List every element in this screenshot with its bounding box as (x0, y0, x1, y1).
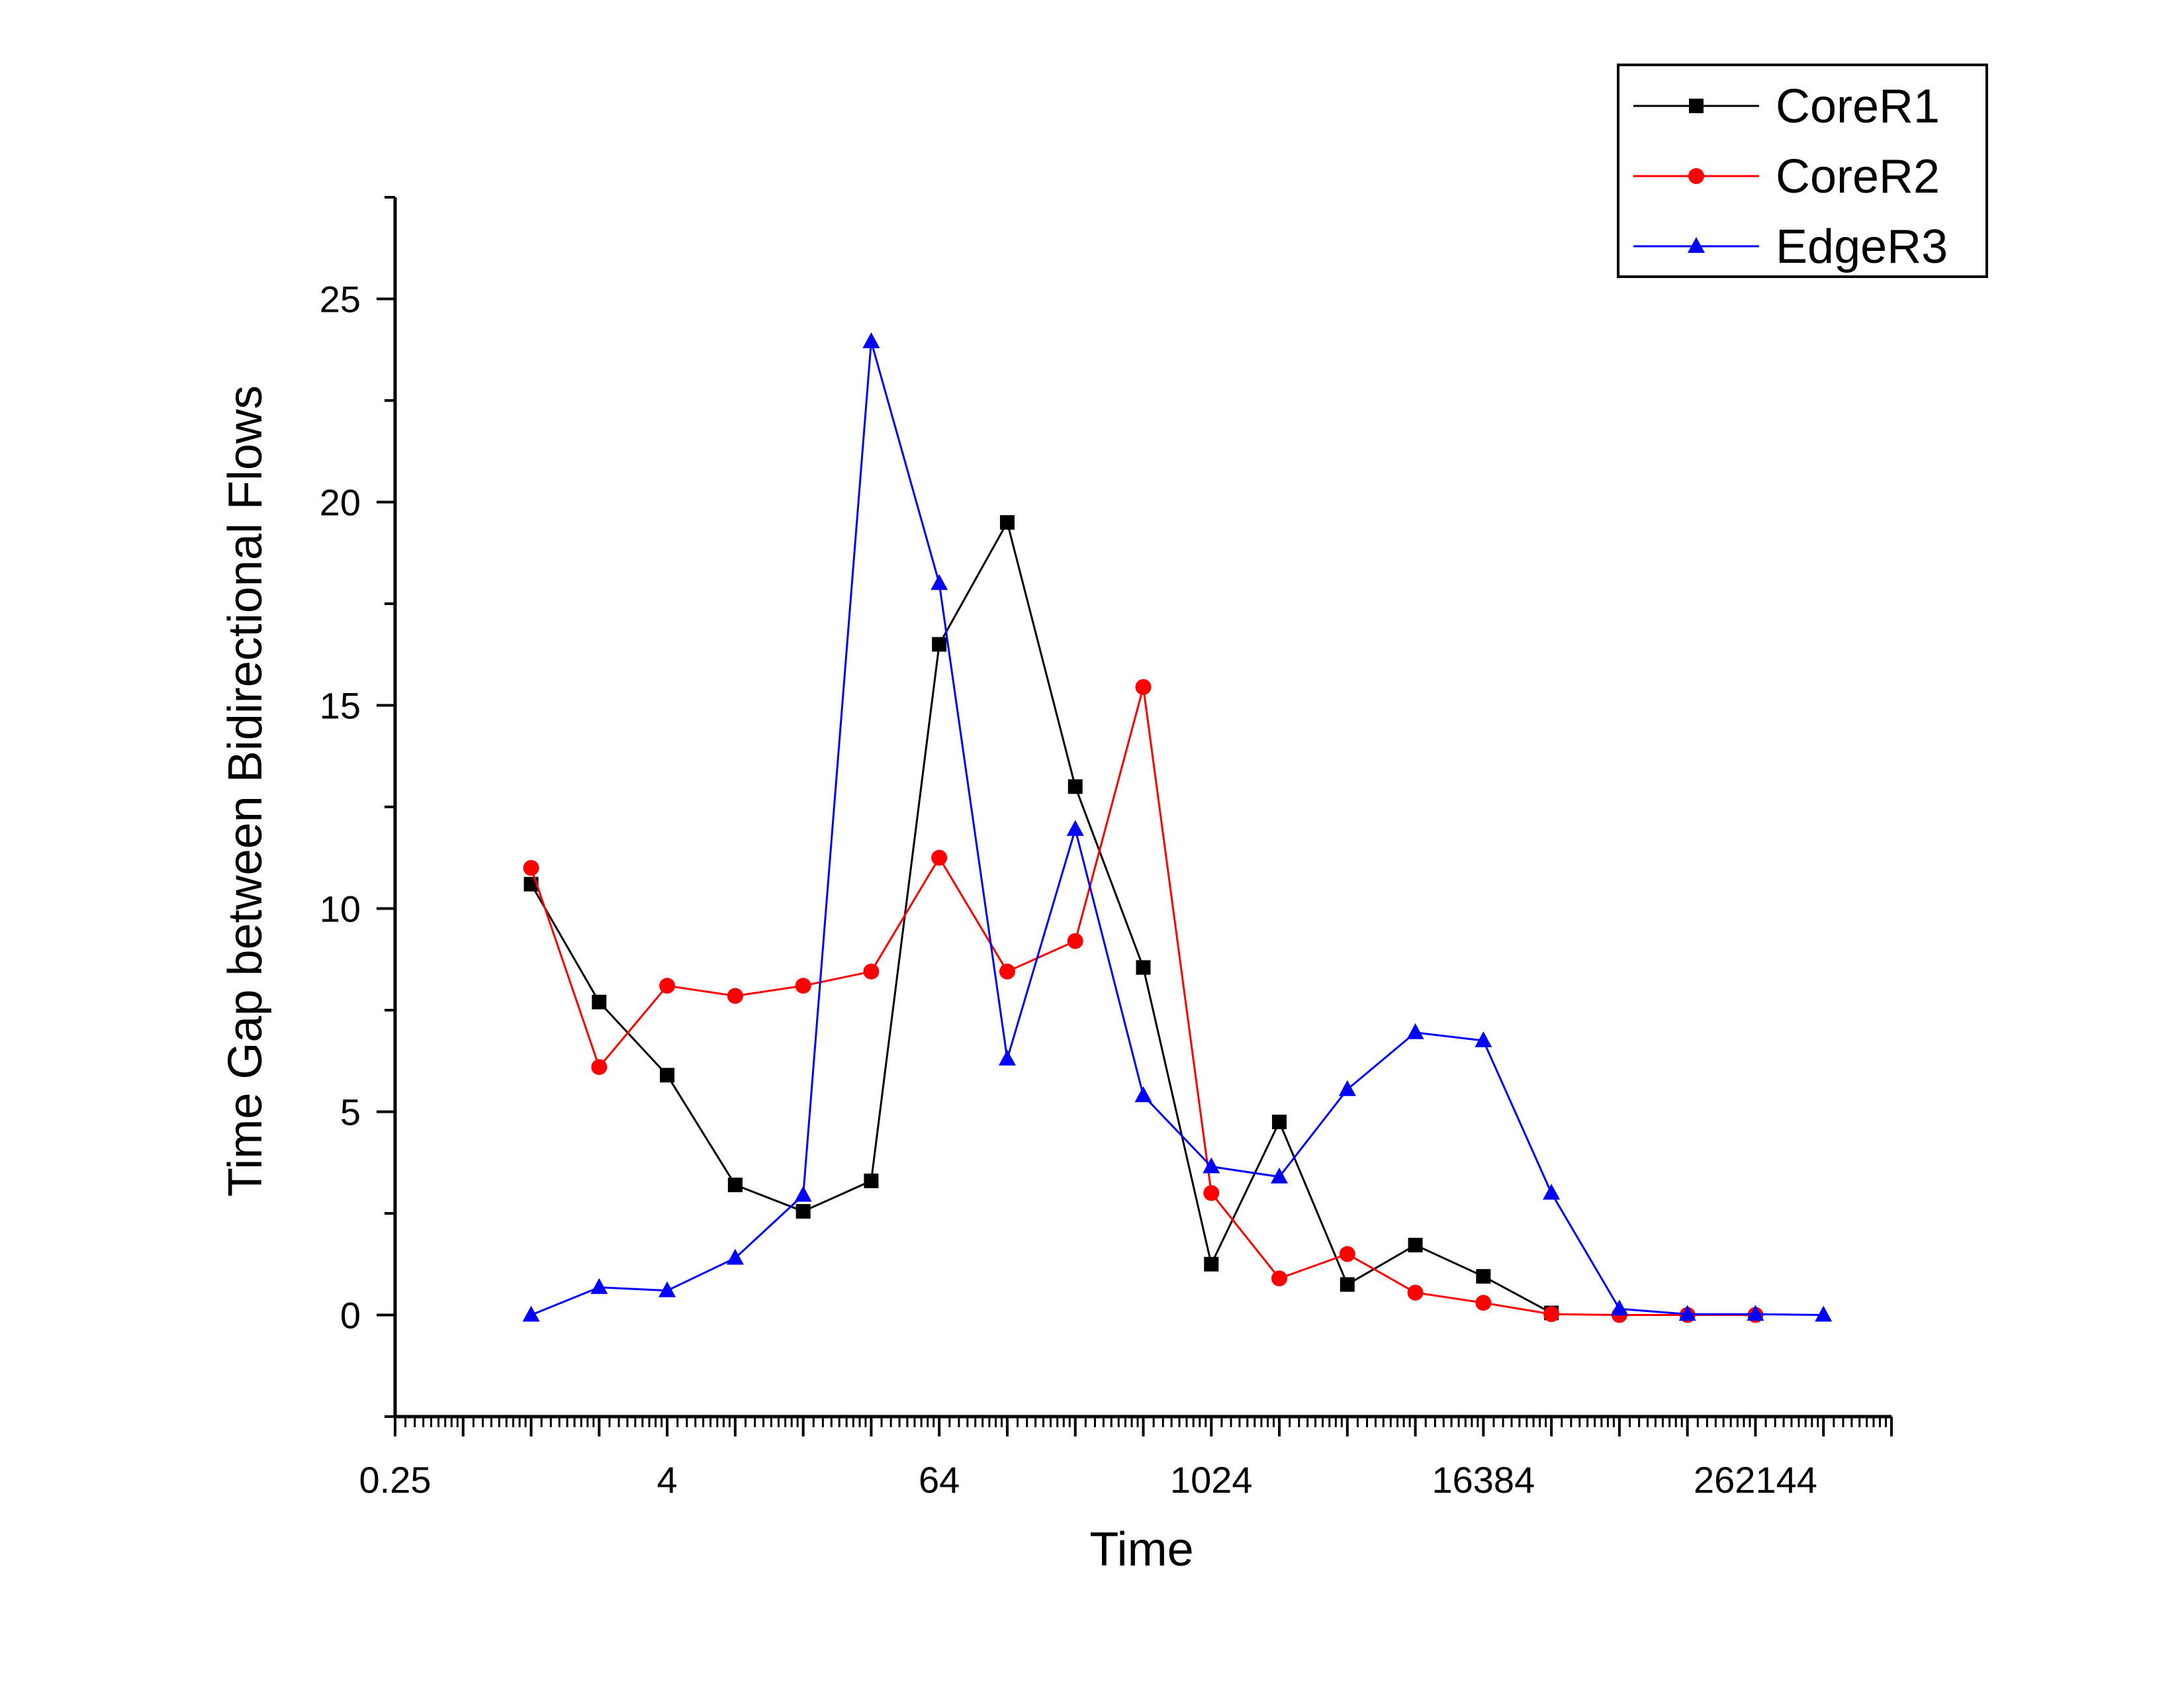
x-tick-label: 4 (657, 1459, 678, 1501)
data-point-EdgeR3 (1271, 1167, 1289, 1184)
x-tick-label: 64 (919, 1459, 960, 1501)
data-point-EdgeR3 (522, 1305, 540, 1322)
series-CoreR2 (523, 679, 1764, 1323)
legend-marker (1688, 168, 1704, 184)
legend: CoreR1 CoreR2 EdgeR3 (1617, 64, 1988, 278)
data-point-EdgeR3 (1475, 1031, 1492, 1048)
y-tick-label: 5 (340, 1092, 361, 1133)
data-point-EdgeR3 (1678, 1305, 1696, 1321)
data-point-EdgeR3 (931, 574, 948, 590)
legend-label: EdgeR3 (1776, 220, 1948, 273)
data-point-CoreR2 (999, 963, 1015, 980)
data-point-CoreR2 (659, 978, 676, 994)
data-point-CoreR1 (1068, 779, 1083, 794)
y-tick-label: 10 (320, 888, 361, 930)
data-point-CoreR2 (1339, 1246, 1355, 1262)
data-point-CoreR1 (1476, 1269, 1491, 1284)
data-point-CoreR1 (1204, 1256, 1219, 1272)
data-point-EdgeR3 (1134, 1086, 1152, 1102)
data-point-CoreR2 (931, 849, 948, 866)
x-tick-label: 16384 (1432, 1459, 1535, 1501)
legend-item-CoreR2: CoreR2 (1633, 150, 1940, 203)
data-point-EdgeR3 (1610, 1299, 1628, 1316)
data-point-CoreR1 (1272, 1114, 1287, 1129)
data-point-EdgeR3 (590, 1278, 608, 1294)
data-point-EdgeR3 (794, 1186, 812, 1202)
data-point-EdgeR3 (1066, 820, 1084, 836)
data-point-EdgeR3 (659, 1281, 676, 1297)
legend-items: CoreR1 CoreR2 EdgeR3 (1633, 80, 1948, 273)
data-point-CoreR2 (523, 860, 539, 876)
data-point-EdgeR3 (726, 1248, 744, 1265)
series-line-CoreR2 (530, 686, 1756, 1316)
y-axis-title: Time Gap between Bidirectional Flows (219, 385, 272, 1197)
legend-marker (1689, 99, 1704, 113)
series-CoreR1 (523, 515, 1559, 1321)
y-tick-label: 15 (320, 685, 361, 727)
x-tick-label: 1024 (1170, 1459, 1253, 1501)
data-point-EdgeR3 (1406, 1023, 1424, 1039)
y-axis-ticks: 0 5 10 15 20 25 (320, 196, 395, 1418)
series-line-CoreR1 (530, 521, 1552, 1314)
data-point-CoreR2 (863, 963, 880, 980)
y-tick-label: 25 (320, 279, 361, 320)
y-tick-label: 20 (320, 482, 361, 524)
series-EdgeR3 (522, 332, 1833, 1322)
data-point-CoreR1 (592, 994, 607, 1009)
plot-area: 0 5 10 15 20 25 0.25 4 64 1024 16384 262144 (320, 196, 1893, 1501)
data-point-CoreR2 (1543, 1306, 1560, 1323)
x-axis-title: Time (1089, 1523, 1193, 1576)
x-axis-ticks: 0.25 4 64 1024 16384 262144 (359, 1417, 1893, 1501)
data-point-CoreR1 (796, 1203, 811, 1219)
legend-label: CoreR1 (1776, 80, 1940, 133)
data-point-CoreR2 (1203, 1185, 1220, 1201)
data-point-CoreR2 (1135, 679, 1152, 695)
data-point-CoreR2 (1475, 1295, 1492, 1311)
data-point-EdgeR3 (1815, 1305, 1833, 1322)
legend-item-EdgeR3: EdgeR3 (1633, 220, 1948, 273)
data-point-EdgeR3 (1747, 1305, 1764, 1321)
data-point-CoreR1 (1136, 960, 1151, 975)
data-point-EdgeR3 (1203, 1157, 1220, 1174)
data-point-EdgeR3 (862, 332, 880, 348)
data-point-CoreR1 (999, 515, 1015, 530)
data-point-CoreR1 (1340, 1277, 1355, 1292)
data-point-CoreR2 (1067, 933, 1083, 949)
data-point-CoreR1 (864, 1173, 879, 1188)
data-point-CoreR2 (795, 978, 811, 994)
data-point-CoreR2 (1407, 1284, 1424, 1301)
legend-marker (1688, 237, 1705, 253)
data-point-CoreR2 (591, 1058, 608, 1075)
x-tick-label: 0.25 (359, 1459, 432, 1501)
data-point-CoreR2 (1271, 1270, 1288, 1287)
y-tick-label: 0 (340, 1295, 361, 1336)
legend-box (1617, 64, 1988, 278)
series-layer (522, 332, 1833, 1323)
data-point-CoreR1 (727, 1178, 743, 1193)
data-point-CoreR2 (727, 988, 743, 1004)
data-point-EdgeR3 (1338, 1080, 1356, 1096)
legend-label: CoreR2 (1776, 150, 1940, 203)
data-point-EdgeR3 (998, 1049, 1016, 1066)
legend-item-CoreR1: CoreR1 (1633, 80, 1940, 133)
series-line-EdgeR3 (530, 340, 1824, 1316)
x-tick-label: 262144 (1694, 1459, 1817, 1501)
data-point-CoreR1 (932, 637, 947, 652)
data-point-CoreR1 (660, 1068, 675, 1083)
data-point-EdgeR3 (1543, 1184, 1561, 1200)
data-point-CoreR1 (1408, 1237, 1423, 1252)
